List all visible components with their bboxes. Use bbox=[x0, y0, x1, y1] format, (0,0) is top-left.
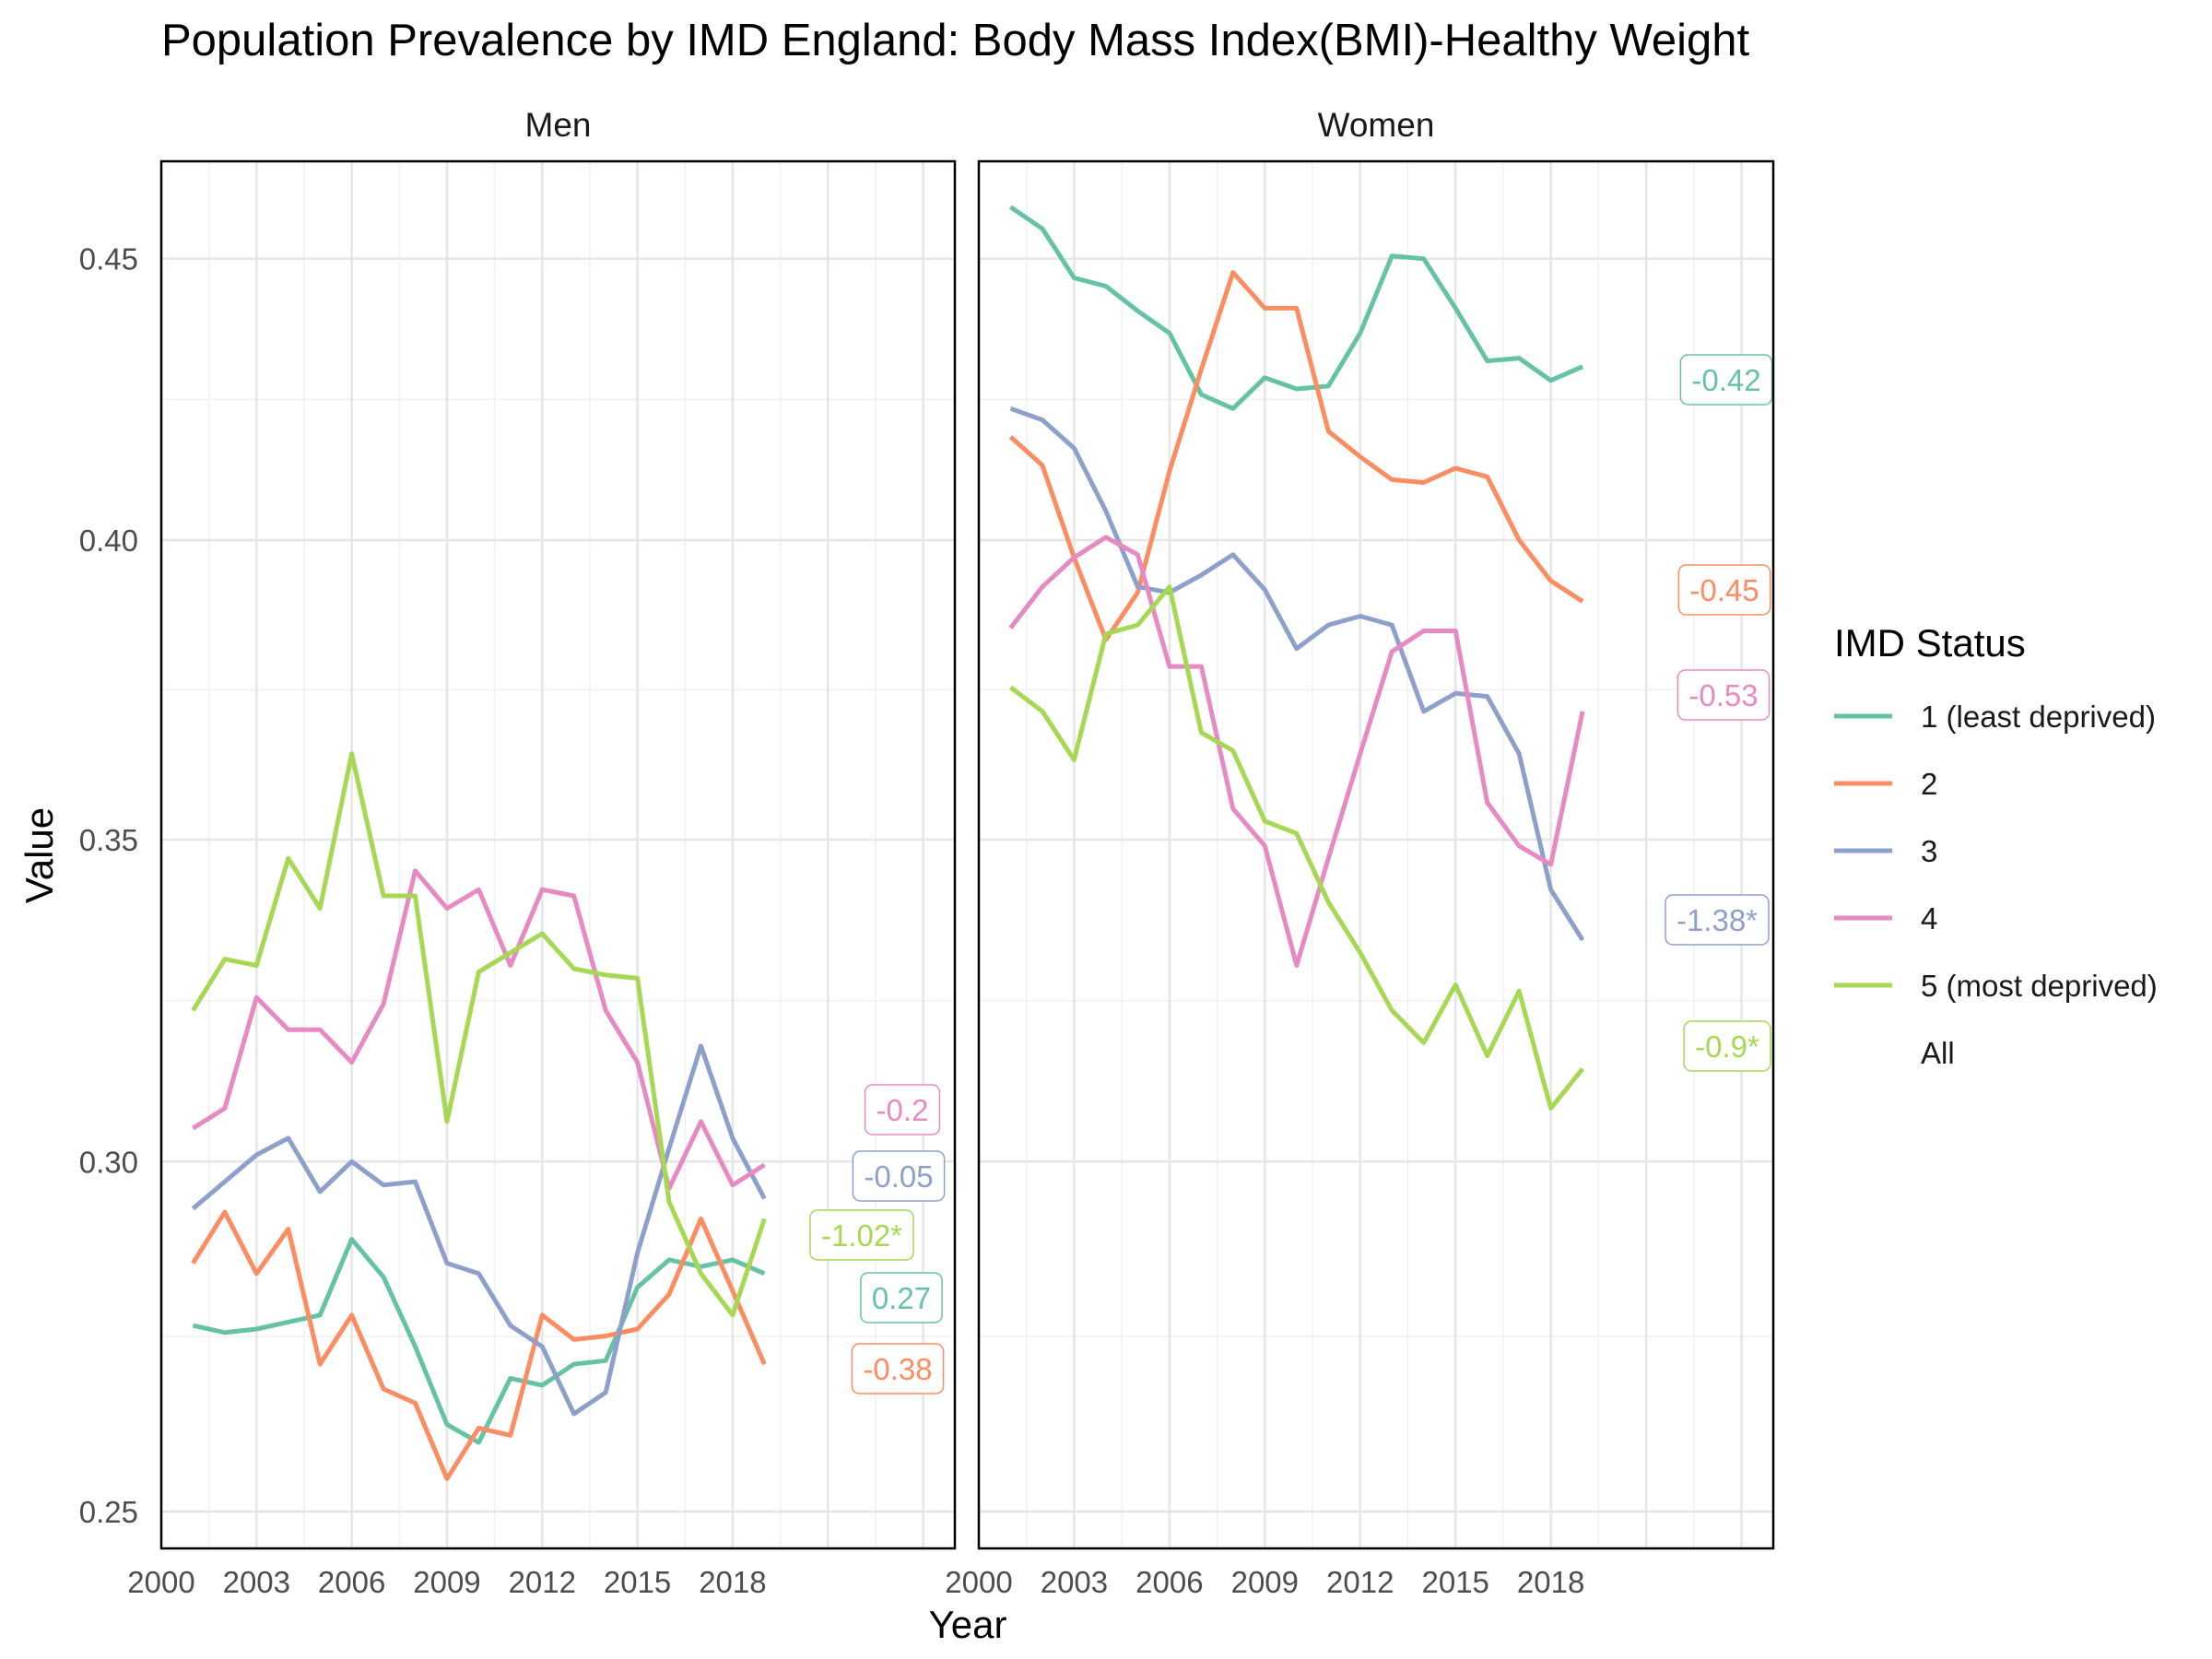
series-end-label-text: -1.02* bbox=[821, 1218, 902, 1253]
series-end-label: -0.53 bbox=[1677, 669, 1771, 721]
series-line bbox=[1008, 535, 1585, 968]
series-end-label: -0.9* bbox=[1683, 1020, 1771, 1072]
legend: IMD Status 1 (least deprived) 2 3 4 5 (most … bbox=[1834, 621, 2158, 1070]
x-tick-label: 2018 bbox=[699, 1565, 766, 1599]
series-end-label-box bbox=[851, 1343, 945, 1394]
series-end-label-text: -0.9* bbox=[1695, 1030, 1759, 1064]
series-end-label-box bbox=[809, 1209, 914, 1261]
series-end-label-box bbox=[1665, 894, 1770, 946]
panels: Men 0.27 -0.38 -0.05 -0.2 -1.02* 2000 2003 2006 2… bbox=[79, 106, 1775, 1599]
x-tick-label: 2000 bbox=[127, 1565, 194, 1599]
series-end-label: -0.2 bbox=[864, 1084, 941, 1135]
legend-label: 5 (most deprived) bbox=[1921, 969, 2158, 1003]
series-end-label-box bbox=[1677, 669, 1771, 721]
series-line bbox=[1009, 406, 1585, 942]
series-end-label-text: -0.45 bbox=[1689, 573, 1759, 607]
series-line bbox=[191, 1209, 767, 1481]
series-end-label-text: -1.38* bbox=[1677, 903, 1758, 937]
panel-strip-label: Men bbox=[525, 106, 592, 144]
series-end-label-box bbox=[1683, 1020, 1771, 1072]
x-tick-label: 2015 bbox=[1421, 1565, 1488, 1599]
chart-title: Population Prevalence by IMD England: Bo… bbox=[161, 16, 1749, 65]
legend-label: 4 bbox=[1921, 901, 1937, 935]
x-tick-label: 2000 bbox=[945, 1565, 1012, 1599]
series-end-label-text: -0.42 bbox=[1691, 363, 1760, 397]
y-tick-label: 0.35 bbox=[79, 823, 138, 857]
legend-item: All bbox=[1921, 1036, 1955, 1070]
panel-men: Men 0.27 -0.38 -0.05 -0.2 -1.02* 2000 2003 2006 2… bbox=[79, 106, 957, 1599]
series-end-label-text: -0.2 bbox=[877, 1093, 929, 1127]
x-axis-title: Year bbox=[929, 1603, 1007, 1646]
x-tick-label: 2003 bbox=[223, 1565, 290, 1599]
panel-women: Women -0.42 -0.45 -1.38* -0.53 -0.9* 2000 2003 2… bbox=[945, 106, 1775, 1599]
y-tick-label: 0.40 bbox=[79, 524, 138, 558]
series-end-label-box bbox=[1679, 354, 1773, 406]
series-line bbox=[1009, 205, 1584, 411]
series-end-label-text: -0.53 bbox=[1688, 678, 1758, 712]
x-tick-label: 2009 bbox=[413, 1565, 480, 1599]
series-line bbox=[192, 1237, 766, 1445]
series-end-label: -0.42 bbox=[1679, 354, 1773, 406]
y-tick-label: 0.30 bbox=[79, 1145, 138, 1179]
legend-item: 1 (least deprived) bbox=[1834, 700, 2156, 734]
series-end-label: 0.27 bbox=[860, 1272, 943, 1324]
series-end-label-box bbox=[860, 1272, 943, 1324]
series-line bbox=[191, 1043, 767, 1417]
legend-item: 5 (most deprived) bbox=[1834, 969, 2158, 1003]
series-line bbox=[1008, 270, 1584, 642]
legend-item: 2 bbox=[1834, 767, 1937, 801]
series-end-label-box bbox=[1677, 564, 1771, 616]
series-end-label-box bbox=[852, 1150, 946, 1202]
series-end-label: -1.38* bbox=[1665, 894, 1770, 946]
legend-label: All bbox=[1921, 1036, 1955, 1070]
x-tick-label: 2003 bbox=[1041, 1565, 1108, 1599]
legend-label: 3 bbox=[1921, 834, 1937, 868]
x-tick-label: 2009 bbox=[1231, 1565, 1299, 1599]
legend-label: 2 bbox=[1921, 767, 1937, 801]
legend-label: 1 (least deprived) bbox=[1921, 700, 2156, 734]
series-end-label-box bbox=[864, 1084, 941, 1135]
legend-item: 3 bbox=[1834, 834, 1937, 868]
x-tick-label: 2006 bbox=[1135, 1565, 1203, 1599]
y-tick-label: 0.45 bbox=[79, 242, 138, 276]
series-end-label-text: 0.27 bbox=[872, 1281, 931, 1315]
series-end-label-text: -0.38 bbox=[863, 1352, 932, 1386]
series-end-label-text: -0.05 bbox=[864, 1159, 933, 1194]
series-end-label: -0.05 bbox=[852, 1150, 946, 1202]
series-end-label: -0.38 bbox=[851, 1343, 945, 1394]
x-tick-label: 2006 bbox=[318, 1565, 385, 1599]
y-tick-label: 0.25 bbox=[79, 1495, 138, 1529]
series-line bbox=[191, 751, 767, 1318]
legend-title: IMD Status bbox=[1834, 621, 2026, 665]
panel-border bbox=[977, 159, 1775, 1550]
panel-border bbox=[159, 159, 957, 1550]
x-tick-label: 2015 bbox=[604, 1565, 671, 1599]
series-line bbox=[1008, 584, 1585, 1111]
x-tick-label: 2012 bbox=[509, 1565, 576, 1599]
series-end-label: -0.45 bbox=[1677, 564, 1771, 616]
legend-item: 4 bbox=[1834, 901, 1937, 935]
x-tick-label: 2018 bbox=[1517, 1565, 1584, 1599]
series-end-label: -1.02* bbox=[809, 1209, 914, 1261]
y-axis-title: Value bbox=[18, 807, 61, 903]
panel-strip-label: Women bbox=[1318, 106, 1435, 144]
x-tick-label: 2012 bbox=[1326, 1565, 1394, 1599]
